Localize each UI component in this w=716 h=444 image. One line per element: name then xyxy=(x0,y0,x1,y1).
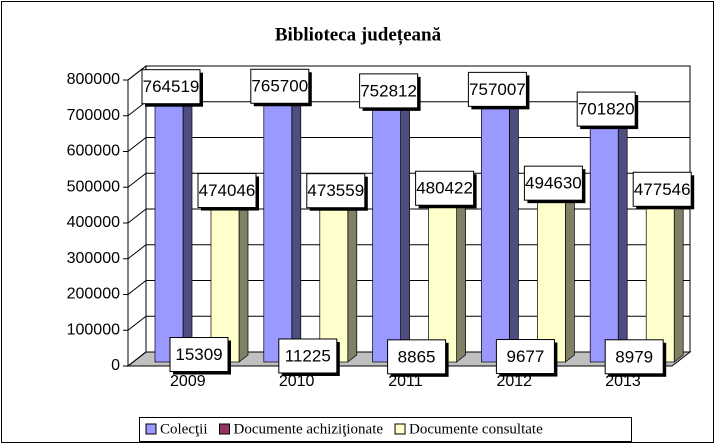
legend-swatch xyxy=(394,423,406,435)
data-label-box xyxy=(632,171,692,207)
data-label: 9677 xyxy=(506,347,544,366)
data-label-box xyxy=(169,337,229,373)
bar xyxy=(645,183,685,363)
bar xyxy=(480,83,520,363)
bar-side xyxy=(182,80,193,363)
data-label: 701820 xyxy=(578,100,635,119)
y-tick-label: 300000 xyxy=(67,250,120,267)
chart-title: Biblioteca județeană xyxy=(275,24,442,45)
bar-front xyxy=(589,110,619,363)
bar xyxy=(427,182,467,363)
bar xyxy=(536,177,576,363)
bar-front xyxy=(428,189,457,363)
legend-label: Colecţii xyxy=(160,421,208,437)
data-label-box xyxy=(415,170,475,206)
data-label-box xyxy=(306,173,366,209)
data-label: 473559 xyxy=(307,181,364,200)
data-label-box xyxy=(359,73,419,109)
bar xyxy=(209,184,250,363)
data-label-box xyxy=(604,339,664,375)
bar-front xyxy=(319,192,349,363)
bar-side xyxy=(347,184,358,363)
bar-front xyxy=(372,92,401,363)
bar-front xyxy=(481,91,510,363)
bar xyxy=(371,85,411,363)
bar-side xyxy=(673,183,684,363)
data-label: 474046 xyxy=(199,181,256,200)
data-label: 752812 xyxy=(360,81,417,100)
data-label: 757007 xyxy=(469,80,526,99)
y-tick-label: 400000 xyxy=(67,214,120,231)
data-label: 8979 xyxy=(615,347,653,366)
bar-side xyxy=(291,80,302,363)
data-label-box xyxy=(467,71,527,107)
data-label-box xyxy=(250,68,310,104)
bar-side xyxy=(509,83,519,363)
legend-box xyxy=(139,417,632,442)
y-tick-label: 200000 xyxy=(67,286,120,303)
data-label-box xyxy=(523,165,583,201)
data-label-box xyxy=(387,339,447,375)
legend-swatch xyxy=(145,423,157,435)
y-tick-label: 700000 xyxy=(67,107,120,124)
bar xyxy=(318,184,358,363)
bar-side xyxy=(400,85,410,363)
data-label-box xyxy=(141,69,201,105)
y-tick-label: 0 xyxy=(111,357,120,374)
bar-side xyxy=(617,103,628,363)
data-label: 15309 xyxy=(175,345,222,364)
data-label-box xyxy=(278,338,338,374)
bar-front xyxy=(645,190,675,363)
x-tick-label: 2011 xyxy=(388,373,423,390)
bar-front xyxy=(263,87,293,363)
bar xyxy=(262,80,302,363)
data-label-box xyxy=(576,91,636,127)
x-tick-label: 2012 xyxy=(496,373,532,390)
data-label: 764519 xyxy=(143,77,200,96)
bar xyxy=(153,80,194,363)
data-label: 494630 xyxy=(525,174,582,193)
bar-side xyxy=(456,182,466,363)
data-label: 477546 xyxy=(634,180,691,199)
x-tick-label: 2009 xyxy=(170,373,206,390)
bar-front xyxy=(537,184,566,363)
data-label: 480422 xyxy=(416,179,473,198)
bar-front xyxy=(154,88,184,363)
data-label-box xyxy=(495,339,555,375)
y-tick-label: 800000 xyxy=(67,71,120,88)
data-label: 11225 xyxy=(285,346,331,365)
bar-side xyxy=(238,184,249,363)
data-label: 765700 xyxy=(251,77,308,96)
legend-swatch xyxy=(219,423,230,435)
legend-label: Documente consultate xyxy=(409,421,543,437)
grid-line xyxy=(127,65,690,81)
data-label: 8865 xyxy=(398,347,436,366)
y-tick-label: 600000 xyxy=(67,143,120,160)
y-tick-label: 100000 xyxy=(67,321,120,338)
data-label-box xyxy=(197,173,257,209)
bar xyxy=(589,103,629,363)
bar-front xyxy=(210,192,240,363)
bar-side xyxy=(565,177,575,363)
legend-label: Documente achiziţionate xyxy=(234,421,384,437)
y-tick-label: 500000 xyxy=(67,178,120,195)
x-tick-label: 2010 xyxy=(279,373,315,390)
x-tick-label: 2013 xyxy=(605,373,641,390)
